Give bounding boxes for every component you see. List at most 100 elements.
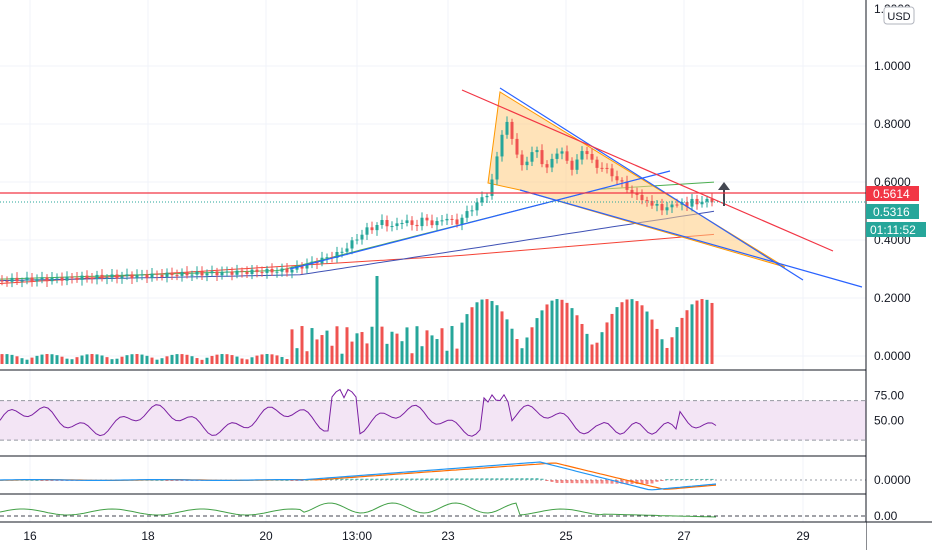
candle-body <box>390 226 394 228</box>
macd-histogram-bar <box>415 478 419 480</box>
candle-body <box>710 198 714 203</box>
time-tick-label: 16 <box>23 529 37 543</box>
macd-histogram-bar <box>625 480 629 484</box>
rsi-line <box>0 388 717 437</box>
macd-histogram-bar <box>360 478 364 480</box>
macd-histogram-bar <box>540 478 544 480</box>
macd-histogram-bar <box>585 480 589 484</box>
ma-blue <box>0 210 715 282</box>
macd-histogram-bar <box>520 478 524 480</box>
candle-body <box>270 268 274 273</box>
volume-bar <box>600 332 604 364</box>
candle-body <box>340 251 344 253</box>
volume-bar <box>660 339 664 364</box>
candle-body <box>145 274 149 278</box>
candle-body <box>490 179 494 196</box>
time-tick-label: 25 <box>559 529 573 543</box>
candle-body <box>45 277 49 282</box>
price-tick-label: 0.2000 <box>874 291 911 305</box>
pennant-lower-line <box>519 189 863 288</box>
candle-body <box>665 207 669 211</box>
macd-histogram-bar <box>180 480 184 481</box>
volume-bar <box>585 333 589 364</box>
macd-histogram-bar <box>570 480 574 484</box>
volume-bar <box>160 358 164 364</box>
candle-body <box>15 277 19 282</box>
candle-body <box>20 280 24 282</box>
volume-bar <box>490 301 494 364</box>
volume-bar <box>95 354 99 364</box>
volume-bar <box>140 354 144 364</box>
pane-separators[interactable] <box>0 369 932 495</box>
volume-bar <box>250 357 254 364</box>
volume-bar <box>285 359 289 364</box>
volume-bar <box>275 355 279 364</box>
price-axis[interactable] <box>865 0 932 550</box>
volume-bar <box>165 356 169 364</box>
last-price-value: 0.5316 <box>873 205 910 219</box>
rsi-band <box>0 400 866 441</box>
candle-body <box>110 274 114 278</box>
volume-bar <box>145 355 149 364</box>
candle-body <box>590 154 594 160</box>
macd-histogram-bar <box>640 480 644 485</box>
macd-histogram-bar <box>550 480 554 482</box>
candle-body <box>535 150 539 153</box>
time-axis[interactable] <box>0 521 932 550</box>
volume-bar <box>365 343 369 364</box>
macd-histogram-bar <box>470 478 474 480</box>
macd-histogram-bar <box>50 480 54 481</box>
candle-body <box>675 204 679 206</box>
volume-bar <box>475 302 479 364</box>
red-trendline <box>461 89 834 252</box>
volume-bar <box>230 355 234 364</box>
macd-histogram-bar <box>605 480 609 484</box>
volume-bar <box>390 331 394 364</box>
volume-bar <box>15 356 19 364</box>
candle-body <box>530 152 534 162</box>
candle-body <box>585 151 589 155</box>
candle-body <box>265 268 269 273</box>
candle-body <box>285 268 289 273</box>
volume-bar <box>305 351 309 364</box>
candle-body <box>620 180 624 182</box>
macd-histogram-bar <box>685 479 689 481</box>
macd-histogram-bar <box>690 479 694 481</box>
candle-body <box>240 270 244 272</box>
trendlines[interactable] <box>289 87 863 288</box>
volume-bar <box>340 353 344 364</box>
volume-bar <box>320 335 324 364</box>
macd-histogram-bar <box>515 478 519 480</box>
candle-body <box>505 121 509 135</box>
macd-pane <box>0 461 866 491</box>
candle-body <box>140 274 144 276</box>
volume-bar <box>235 356 239 364</box>
volume-bar <box>515 339 519 364</box>
candle-body <box>430 220 434 226</box>
macd-histogram-bar <box>335 478 339 480</box>
volume-bar <box>45 354 49 364</box>
macd-histogram-bar <box>175 480 179 481</box>
volume-bar <box>605 322 609 364</box>
candle-body <box>200 271 204 276</box>
candle-body <box>415 224 419 227</box>
chart-grid <box>0 0 866 522</box>
volume-bar <box>200 359 204 364</box>
volume-bar <box>685 310 689 364</box>
macd-histogram-bar <box>575 480 579 484</box>
currency-button[interactable]: USD <box>883 6 915 25</box>
volume-bar <box>445 350 449 364</box>
candle-body <box>520 154 524 166</box>
candle-body <box>220 271 224 276</box>
volume-bar <box>460 322 464 364</box>
candle-body <box>450 218 454 220</box>
candle-body <box>245 271 249 274</box>
volume-bar <box>280 357 284 364</box>
candle-body <box>80 275 84 280</box>
volume-bar <box>295 348 299 364</box>
macd-histogram-bar <box>405 478 409 480</box>
candle-body <box>700 201 704 205</box>
volume-bar <box>640 305 644 364</box>
macd-histogram-bar <box>495 478 499 480</box>
